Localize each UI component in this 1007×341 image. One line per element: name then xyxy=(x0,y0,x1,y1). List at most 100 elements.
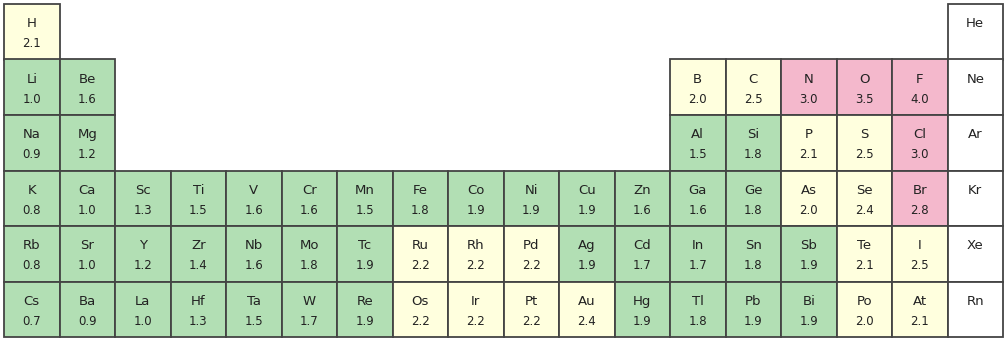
Text: 2.8: 2.8 xyxy=(910,204,929,217)
Text: 2.0: 2.0 xyxy=(689,93,707,106)
Text: 1.5: 1.5 xyxy=(355,204,374,217)
Text: In: In xyxy=(692,239,704,252)
Bar xyxy=(170,226,226,282)
Bar xyxy=(614,282,670,337)
Text: Se: Se xyxy=(856,184,872,197)
Text: 1.0: 1.0 xyxy=(78,204,97,217)
Text: Hf: Hf xyxy=(191,295,205,308)
Text: Ne: Ne xyxy=(967,73,984,86)
Text: Xe: Xe xyxy=(967,239,984,252)
Text: 1.6: 1.6 xyxy=(78,93,97,106)
Text: 1.5: 1.5 xyxy=(189,204,207,217)
Bar xyxy=(393,226,448,282)
Text: 2.5: 2.5 xyxy=(855,148,873,161)
Text: 2.0: 2.0 xyxy=(800,204,818,217)
Bar xyxy=(115,226,170,282)
Text: 2.4: 2.4 xyxy=(577,315,596,328)
Text: 1.9: 1.9 xyxy=(800,315,818,328)
Text: 2.1: 2.1 xyxy=(910,315,929,328)
Text: 1.8: 1.8 xyxy=(744,148,762,161)
Bar xyxy=(448,226,504,282)
Text: Ta: Ta xyxy=(247,295,261,308)
Text: 2.0: 2.0 xyxy=(855,315,873,328)
Text: F: F xyxy=(916,73,923,86)
Bar xyxy=(170,170,226,226)
Text: Ru: Ru xyxy=(412,239,429,252)
Text: I: I xyxy=(917,239,921,252)
Text: Ar: Ar xyxy=(968,129,983,142)
Bar xyxy=(448,282,504,337)
Text: Zr: Zr xyxy=(191,239,205,252)
Text: 2.1: 2.1 xyxy=(22,38,41,50)
Text: Pd: Pd xyxy=(523,239,540,252)
Text: 4.0: 4.0 xyxy=(910,93,929,106)
Text: Ga: Ga xyxy=(689,184,707,197)
Text: Ni: Ni xyxy=(525,184,538,197)
Text: B: B xyxy=(693,73,702,86)
Text: Mn: Mn xyxy=(354,184,375,197)
Bar xyxy=(115,282,170,337)
Bar xyxy=(837,282,892,337)
Text: 1.9: 1.9 xyxy=(355,260,375,272)
Text: 2.2: 2.2 xyxy=(466,260,485,272)
Text: 1.9: 1.9 xyxy=(800,260,818,272)
Bar xyxy=(504,282,559,337)
Text: 1.8: 1.8 xyxy=(411,204,430,217)
Text: P: P xyxy=(805,129,813,142)
Bar xyxy=(670,226,725,282)
Bar xyxy=(670,59,725,115)
Text: 1.0: 1.0 xyxy=(78,260,97,272)
Text: 1.2: 1.2 xyxy=(133,260,152,272)
Text: 1.9: 1.9 xyxy=(577,260,596,272)
Text: 2.2: 2.2 xyxy=(411,260,430,272)
Text: 0.8: 0.8 xyxy=(22,260,41,272)
Text: 1.6: 1.6 xyxy=(300,204,318,217)
Bar xyxy=(226,170,282,226)
Text: 1.7: 1.7 xyxy=(632,260,652,272)
Bar xyxy=(892,59,948,115)
Text: 1.9: 1.9 xyxy=(632,315,652,328)
Bar xyxy=(781,282,837,337)
Text: Cd: Cd xyxy=(633,239,652,252)
Bar xyxy=(892,170,948,226)
Text: 2.4: 2.4 xyxy=(855,204,874,217)
Text: Ir: Ir xyxy=(471,295,480,308)
Bar xyxy=(670,170,725,226)
Bar xyxy=(837,59,892,115)
Bar xyxy=(725,170,781,226)
Text: Co: Co xyxy=(467,184,484,197)
Text: La: La xyxy=(135,295,150,308)
Text: Be: Be xyxy=(79,73,96,86)
Text: Ti: Ti xyxy=(192,184,204,197)
Bar xyxy=(4,226,59,282)
Text: Li: Li xyxy=(26,73,37,86)
Text: Fe: Fe xyxy=(413,184,428,197)
Bar xyxy=(59,282,115,337)
Text: 1.9: 1.9 xyxy=(466,204,485,217)
Bar xyxy=(781,170,837,226)
Bar xyxy=(59,170,115,226)
Text: 1.2: 1.2 xyxy=(78,148,97,161)
Text: 3.0: 3.0 xyxy=(910,148,929,161)
Text: 2.2: 2.2 xyxy=(522,315,541,328)
Text: As: As xyxy=(801,184,817,197)
Bar xyxy=(4,115,59,170)
Bar xyxy=(614,170,670,226)
Text: 1.4: 1.4 xyxy=(189,260,207,272)
Text: 1.5: 1.5 xyxy=(689,148,707,161)
Text: 1.9: 1.9 xyxy=(355,315,375,328)
Bar xyxy=(559,226,614,282)
Text: 2.1: 2.1 xyxy=(800,148,818,161)
Text: 2.1: 2.1 xyxy=(855,260,874,272)
Bar xyxy=(948,59,1003,115)
Text: 1.8: 1.8 xyxy=(689,315,707,328)
Text: Au: Au xyxy=(578,295,595,308)
Text: 1.7: 1.7 xyxy=(300,315,318,328)
Bar xyxy=(393,170,448,226)
Text: S: S xyxy=(860,129,868,142)
Text: Ca: Ca xyxy=(79,184,96,197)
Text: 2.2: 2.2 xyxy=(522,260,541,272)
Text: 1.3: 1.3 xyxy=(134,204,152,217)
Bar xyxy=(282,282,337,337)
Bar xyxy=(226,226,282,282)
